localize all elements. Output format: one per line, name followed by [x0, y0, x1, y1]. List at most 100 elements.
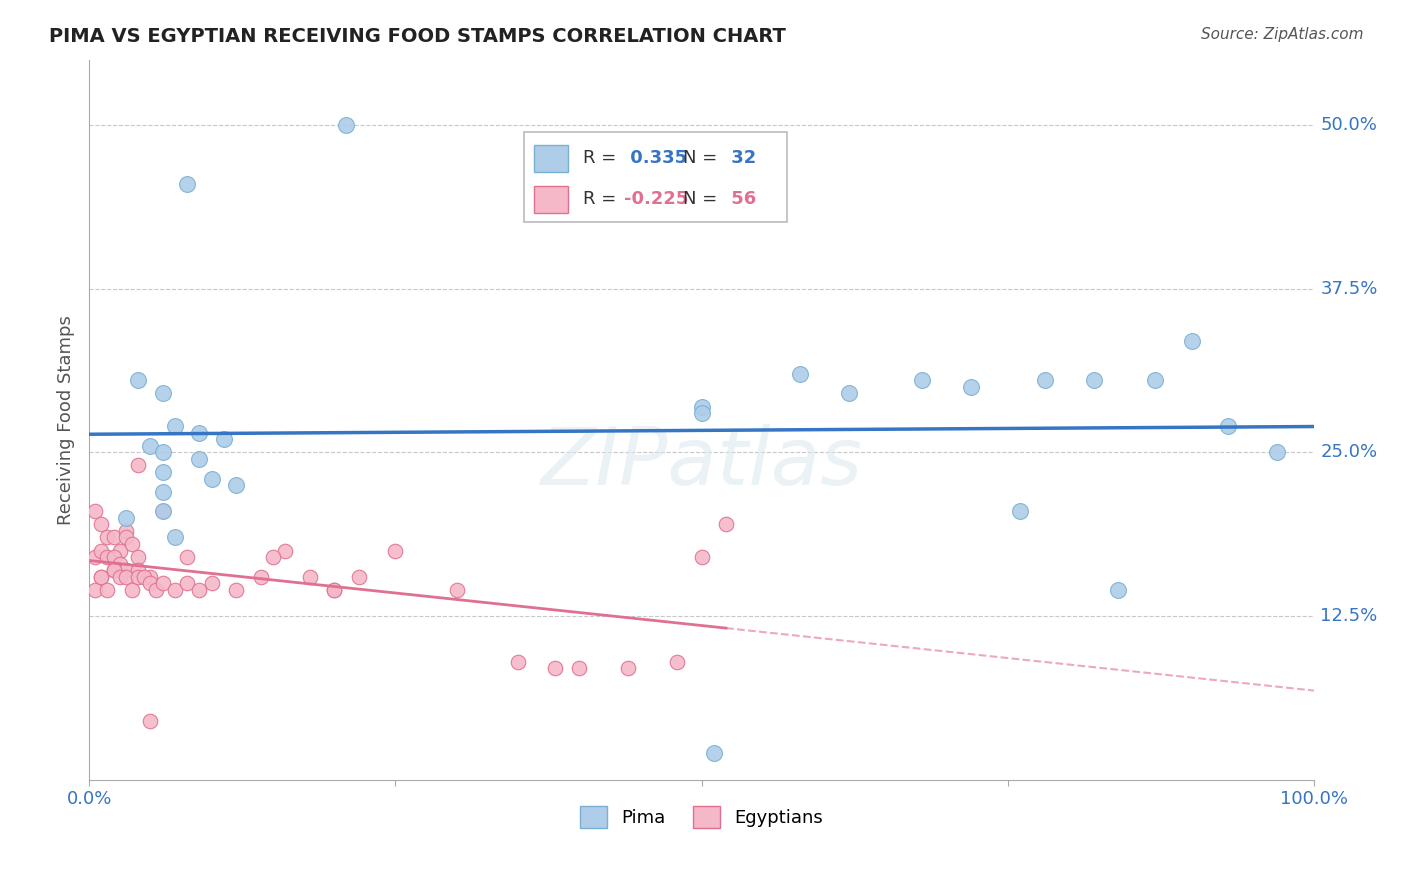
Point: [84, 582, 107, 597]
Point: [134, 570, 156, 584]
Point: [108, 543, 131, 558]
Point: [225, 478, 247, 492]
Point: [789, 367, 811, 381]
Text: R =: R =: [582, 190, 616, 209]
Text: N =: N =: [683, 190, 717, 209]
Point: [152, 504, 174, 518]
Point: [139, 570, 162, 584]
Point: [690, 400, 713, 414]
Point: [1083, 373, 1105, 387]
Point: [200, 576, 222, 591]
Point: [84, 550, 107, 565]
Point: [298, 570, 321, 584]
Point: [121, 537, 143, 551]
Point: [188, 425, 211, 440]
Y-axis label: Receiving Food Stamps: Receiving Food Stamps: [58, 315, 75, 524]
Point: [200, 471, 222, 485]
Point: [127, 570, 149, 584]
Point: [838, 386, 860, 401]
Point: [249, 570, 271, 584]
Text: 56: 56: [725, 190, 756, 209]
Point: [176, 576, 198, 591]
Point: [121, 582, 143, 597]
Point: [84, 504, 107, 518]
FancyBboxPatch shape: [524, 132, 787, 221]
Text: 25.0%: 25.0%: [1320, 443, 1378, 461]
Point: [90, 517, 112, 532]
Point: [90, 570, 112, 584]
Point: [103, 563, 125, 577]
Point: [103, 563, 125, 577]
Point: [1181, 334, 1204, 348]
Point: [176, 550, 198, 565]
Point: [335, 118, 357, 132]
FancyBboxPatch shape: [534, 145, 568, 172]
Point: [114, 570, 136, 584]
Point: [145, 582, 167, 597]
Point: [139, 576, 162, 591]
Text: 50.0%: 50.0%: [1320, 116, 1376, 134]
Point: [323, 582, 346, 597]
Point: [103, 550, 125, 565]
Point: [1267, 445, 1289, 459]
Point: [690, 406, 713, 420]
Point: [176, 177, 198, 191]
Point: [114, 524, 136, 538]
Point: [152, 465, 174, 479]
Text: PIMA VS EGYPTIAN RECEIVING FOOD STAMPS CORRELATION CHART: PIMA VS EGYPTIAN RECEIVING FOOD STAMPS C…: [49, 27, 786, 45]
Text: 37.5%: 37.5%: [1320, 280, 1378, 298]
Point: [568, 661, 591, 675]
Point: [446, 582, 468, 597]
Legend: Pima, Egyptians: Pima, Egyptians: [572, 799, 831, 836]
Point: [617, 661, 640, 675]
Point: [188, 582, 211, 597]
Point: [1218, 419, 1240, 434]
Point: [114, 510, 136, 524]
Point: [127, 373, 149, 387]
Point: [690, 550, 713, 565]
Point: [262, 550, 284, 565]
Point: [1143, 373, 1166, 387]
Point: [323, 582, 346, 597]
Point: [103, 530, 125, 544]
Point: [911, 373, 934, 387]
Point: [127, 458, 149, 473]
Point: [384, 543, 406, 558]
Point: [1010, 504, 1032, 518]
Point: [152, 504, 174, 518]
Text: 0.335: 0.335: [624, 149, 688, 167]
Point: [347, 570, 370, 584]
Point: [96, 530, 118, 544]
Point: [114, 530, 136, 544]
Point: [152, 445, 174, 459]
Point: [274, 543, 297, 558]
Point: [543, 661, 565, 675]
Point: [163, 582, 186, 597]
Point: [127, 550, 149, 565]
Point: [225, 582, 247, 597]
Point: [506, 655, 529, 669]
Text: 12.5%: 12.5%: [1320, 607, 1378, 625]
Text: R =: R =: [582, 149, 616, 167]
Text: ZIPatlas: ZIPatlas: [540, 424, 863, 502]
Point: [1033, 373, 1056, 387]
Point: [152, 576, 174, 591]
Point: [90, 570, 112, 584]
Point: [108, 557, 131, 571]
Point: [96, 582, 118, 597]
Text: N =: N =: [683, 149, 717, 167]
Point: [212, 432, 235, 446]
Text: 32: 32: [725, 149, 756, 167]
Point: [127, 563, 149, 577]
Point: [703, 747, 725, 761]
FancyBboxPatch shape: [534, 186, 568, 213]
Point: [1107, 582, 1129, 597]
Point: [152, 484, 174, 499]
Point: [108, 570, 131, 584]
Point: [960, 380, 983, 394]
Point: [139, 714, 162, 728]
Point: [96, 550, 118, 565]
Point: [114, 563, 136, 577]
Point: [666, 655, 689, 669]
Point: [163, 530, 186, 544]
